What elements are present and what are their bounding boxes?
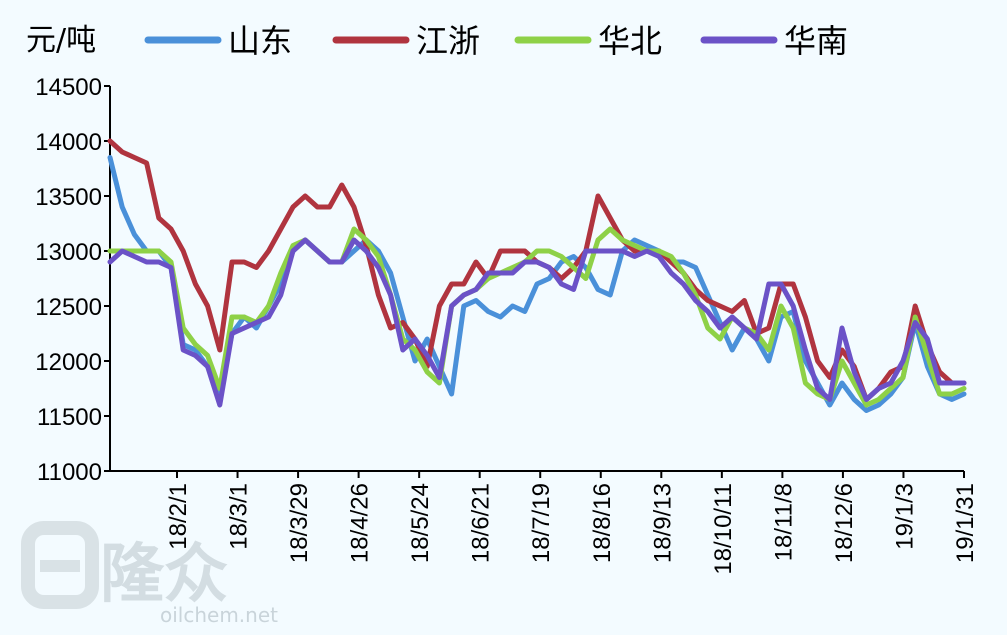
legend-label: 华南 bbox=[784, 22, 848, 60]
x-tick-label: 18/2/1 bbox=[165, 483, 192, 550]
y-tick-label: 11500 bbox=[37, 404, 102, 431]
x-tick-label: 18/12/6 bbox=[831, 483, 858, 563]
y-tick-label: 12500 bbox=[35, 294, 102, 321]
x-ticks: 18/2/1 18/3/1 18/3/29 18/4/26 18/5/24 18/6/21… bbox=[165, 471, 979, 575]
x-tick-label: 18/11/8 bbox=[770, 483, 797, 561]
x-tick-label: 18/8/16 bbox=[589, 483, 616, 563]
legend-label: 江浙 bbox=[416, 22, 480, 60]
legend: 元/吨 山东 江浙 华北 华南 bbox=[26, 22, 848, 60]
y-tick-label: 12000 bbox=[35, 349, 102, 376]
x-tick-label: 19/1/3 bbox=[891, 483, 918, 550]
y-tick-label: 11000 bbox=[37, 459, 102, 486]
y-tick-label: 14000 bbox=[35, 129, 102, 156]
y-tick-label: 13500 bbox=[35, 184, 102, 211]
legend-label: 华北 bbox=[598, 22, 662, 60]
x-tick-label: 18/4/26 bbox=[347, 483, 374, 563]
x-tick-label: 18/5/24 bbox=[407, 483, 434, 563]
series-lines bbox=[107, 138, 967, 413]
watermark-url: oilchem.net bbox=[160, 603, 278, 627]
y-tick-label: 13000 bbox=[35, 239, 102, 266]
x-tick-label: 18/7/19 bbox=[528, 483, 555, 563]
x-tick-label: 18/3/1 bbox=[226, 483, 253, 550]
x-tick-label: 18/6/21 bbox=[468, 483, 495, 563]
y-tick-label: 14500 bbox=[35, 74, 102, 101]
watermark-brand: 隆众 bbox=[100, 538, 228, 612]
unit-label: 元/吨 bbox=[26, 23, 96, 58]
x-tick-label: 18/9/13 bbox=[649, 483, 676, 563]
legend-label: 山东 bbox=[228, 22, 292, 60]
series-line-3 bbox=[107, 237, 967, 408]
y-ticks: 14500 14000 13500 13000 12500 12000 11500 11000 bbox=[35, 74, 110, 486]
series-line-2 bbox=[107, 226, 967, 408]
x-tick-label: 19/1/31 bbox=[952, 483, 979, 563]
x-tick-label: 18/3/29 bbox=[286, 483, 313, 563]
watermark-logo bbox=[21, 521, 99, 609]
watermark: 隆众 oilchem.net bbox=[21, 521, 278, 627]
axes bbox=[109, 86, 964, 472]
x-tick-label: 18/10/11 bbox=[710, 483, 737, 575]
